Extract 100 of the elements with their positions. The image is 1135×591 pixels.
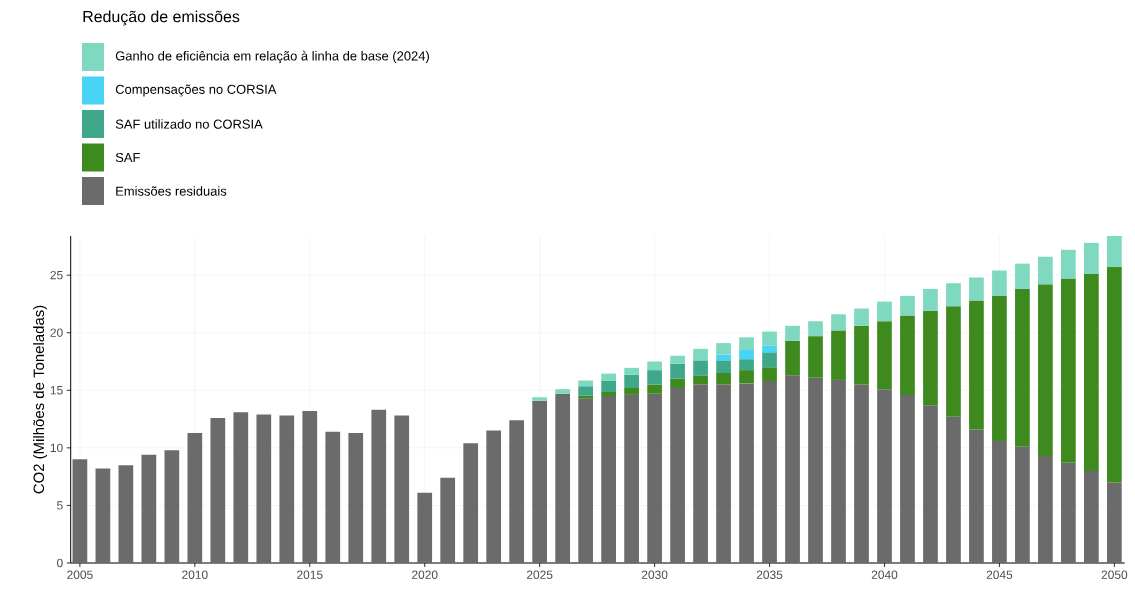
legend-label: SAF utilizado no CORSIA — [115, 119, 263, 129]
bar — [877, 301, 892, 322]
bar — [141, 454, 157, 563]
bar — [739, 337, 754, 350]
bar — [808, 377, 823, 563]
bar — [555, 393, 570, 563]
bar — [601, 380, 616, 393]
bar — [647, 361, 662, 371]
bar — [1038, 256, 1053, 285]
bar — [348, 432, 364, 563]
bar — [808, 336, 823, 378]
bar — [946, 306, 961, 417]
bar — [256, 414, 272, 563]
bar — [693, 348, 708, 361]
bar — [1038, 284, 1053, 456]
bar — [854, 308, 869, 326]
bar — [601, 373, 616, 381]
bar — [762, 331, 777, 346]
bar — [578, 398, 593, 563]
bar — [900, 394, 915, 563]
bar — [762, 381, 777, 563]
legend-label: Compensações no CORSIA — [115, 84, 277, 97]
bar — [831, 379, 846, 563]
x-tick-label: 2045 — [986, 570, 1013, 579]
y-tick-label: 5 — [57, 501, 63, 510]
bar — [716, 373, 731, 385]
legend-label: SAF — [115, 152, 140, 163]
bar — [739, 359, 754, 371]
bar — [923, 405, 938, 563]
bar — [1015, 263, 1030, 289]
bar — [1084, 273, 1099, 471]
bar — [624, 367, 639, 375]
bar — [900, 315, 915, 395]
bar — [739, 370, 754, 384]
x-tick-label: 2030 — [641, 570, 668, 579]
bar — [647, 393, 662, 563]
bar — [1015, 288, 1030, 447]
bar — [831, 314, 846, 331]
y-tick-label: 0 — [57, 558, 63, 568]
bar — [394, 415, 410, 563]
bar — [440, 477, 456, 563]
bar — [693, 384, 708, 563]
y-axis-title: CO2 (Milhões de Toneladas) — [33, 305, 48, 494]
bar — [463, 443, 479, 563]
bar — [969, 300, 984, 430]
bar — [647, 370, 662, 385]
bar — [601, 392, 616, 397]
legend-title: Redução de emissões — [83, 10, 240, 26]
bar — [578, 386, 593, 396]
bar — [118, 465, 134, 563]
bar — [647, 384, 662, 394]
bar — [624, 374, 639, 388]
x-tick-label: 2015 — [297, 570, 323, 579]
bar — [716, 384, 731, 563]
bar — [693, 375, 708, 385]
bar — [532, 400, 548, 563]
bar — [739, 349, 754, 360]
bar — [417, 492, 433, 563]
x-tick-label: 2010 — [182, 570, 208, 579]
bar — [624, 394, 639, 563]
bar — [1061, 462, 1076, 563]
bar — [670, 355, 685, 364]
bar — [233, 412, 249, 563]
bar — [992, 270, 1007, 296]
bar — [716, 343, 731, 355]
bar — [1107, 482, 1122, 563]
y-tick-label: 15 — [50, 386, 63, 395]
bar — [762, 367, 777, 382]
bar — [72, 459, 88, 563]
bar — [854, 325, 869, 385]
bar — [555, 389, 570, 394]
bar — [486, 430, 502, 563]
bar — [739, 383, 754, 563]
bar — [1084, 242, 1099, 274]
bar — [992, 295, 1007, 441]
bar — [1061, 278, 1076, 463]
bar — [164, 450, 180, 563]
bar — [670, 363, 685, 379]
bar — [1107, 236, 1122, 268]
bar — [187, 432, 203, 563]
y-tick-label: 20 — [50, 328, 63, 337]
bar — [509, 420, 525, 563]
y-tick-label: 25 — [50, 270, 63, 280]
bar — [785, 375, 800, 563]
bar — [992, 440, 1007, 563]
bar — [1107, 267, 1122, 483]
bar — [946, 283, 961, 307]
x-tick-label: 2040 — [871, 570, 898, 579]
x-tick-label: 2020 — [412, 570, 438, 579]
bar — [371, 409, 387, 563]
bar — [762, 352, 777, 368]
bar — [969, 277, 984, 301]
bar — [302, 411, 318, 563]
bar — [900, 295, 915, 316]
bar — [601, 396, 616, 563]
bar — [578, 395, 593, 399]
bar — [785, 325, 800, 341]
bar — [762, 345, 777, 353]
bar — [624, 387, 639, 395]
x-tick-label: 2025 — [526, 570, 553, 579]
